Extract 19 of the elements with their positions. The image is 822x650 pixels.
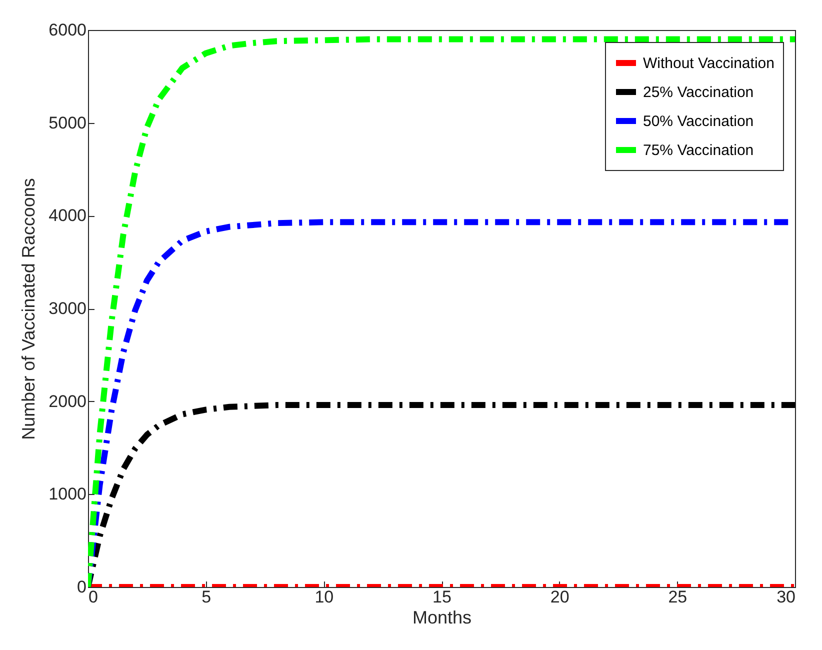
y-axis-title: Number of Vaccinated Raccoons [18, 178, 39, 440]
x-tick-label: 5 [202, 588, 212, 606]
x-tick-label: 25 [668, 588, 688, 606]
y-tick-label: 2000 [48, 392, 86, 411]
x-tick-label: 0 [88, 588, 98, 606]
x-tick-label: 10 [314, 588, 334, 606]
x-axis-title: Months [412, 608, 472, 628]
y-tick-label: 4000 [48, 206, 86, 226]
x-tick-label: 20 [550, 588, 570, 606]
y-tick-label: 5000 [48, 113, 86, 132]
legend-label: 75% Vaccination [643, 142, 754, 159]
legend-label: 50% Vaccination [643, 113, 754, 130]
legend-label: 25% Vaccination [643, 84, 754, 101]
y-tick-label: 1000 [48, 484, 86, 504]
y-tick-label: 3000 [48, 299, 86, 318]
x-tick-label: 15 [432, 588, 452, 606]
x-tick-label: 30 [776, 588, 796, 606]
y-tick-label: 6000 [48, 20, 86, 40]
legend-label: Without Vaccination [643, 55, 774, 72]
